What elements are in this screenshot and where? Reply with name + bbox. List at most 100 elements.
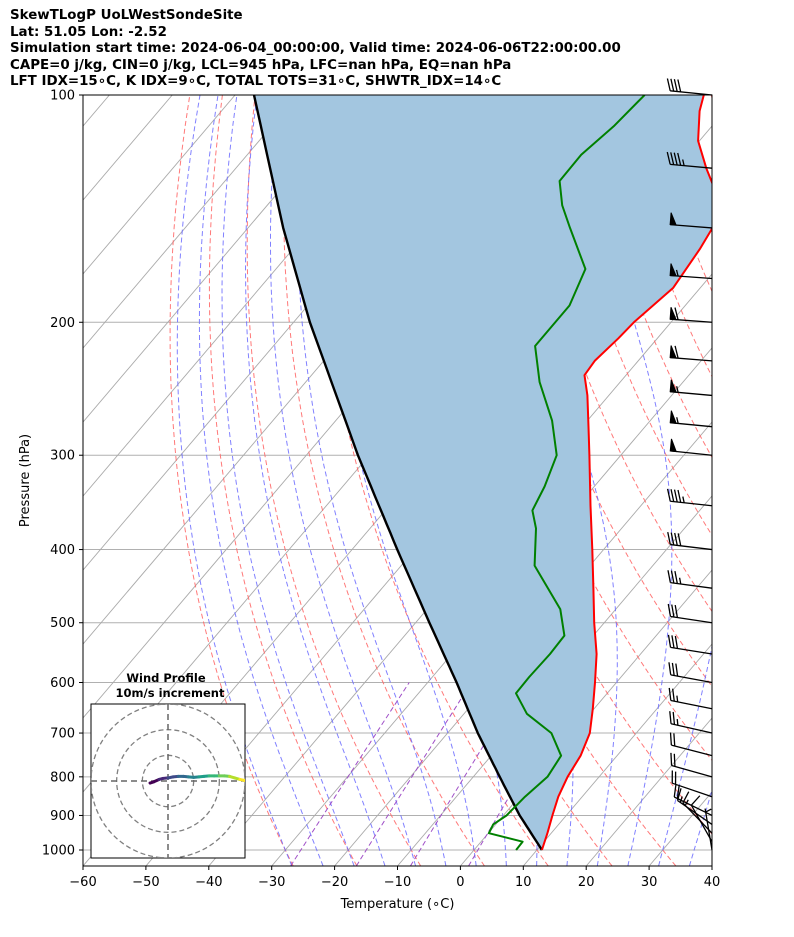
wind-barb xyxy=(666,78,713,96)
barb-full-feather xyxy=(666,78,671,91)
y-tick-label: 600 xyxy=(50,676,75,691)
wind-barb xyxy=(667,570,713,589)
wind-barb xyxy=(669,263,713,280)
barb-full-feather xyxy=(670,78,675,92)
isotherm-line xyxy=(334,421,712,866)
x-tick-label: 0 xyxy=(456,875,464,890)
x-axis-label: Temperature (∘C) xyxy=(340,897,455,912)
wind-barb xyxy=(667,532,713,551)
dry-adiabat-line xyxy=(710,95,712,100)
cin-shaded-area xyxy=(254,95,712,850)
dry-adiabat-line xyxy=(283,95,485,866)
barb-full-feather xyxy=(677,152,682,166)
wind-barb xyxy=(669,379,713,397)
wind-barb xyxy=(668,687,713,710)
hodograph-title: Wind Profile xyxy=(126,671,206,685)
x-tick-label: 10 xyxy=(515,875,532,890)
dry-adiabat-line xyxy=(776,95,794,866)
barb-full-feather xyxy=(674,532,678,546)
dry-adiabat-line xyxy=(744,95,794,866)
dewpoint-profile-line xyxy=(487,95,646,851)
dry-adiabat-line xyxy=(482,95,712,688)
barb-full-feather xyxy=(671,604,675,618)
barb-full-feather xyxy=(674,345,679,359)
barb-full-feather xyxy=(674,307,679,320)
wind-barb xyxy=(669,711,713,734)
barb-half-feather xyxy=(676,695,679,702)
barb-half-feather xyxy=(705,808,712,813)
barb-half-feather xyxy=(682,496,685,503)
wind-barb xyxy=(690,795,713,843)
wind-barb xyxy=(671,770,713,798)
barb-full-feather xyxy=(672,688,675,702)
axes: −60 −50 −40 −30 −20 −10 0 10 20 30 40 100 200 300 400 5… xyxy=(42,89,720,891)
barb-half-feather xyxy=(679,796,683,803)
wind-barb xyxy=(667,603,713,624)
x-tick-label: −10 xyxy=(384,875,411,890)
barb-full-feather xyxy=(671,662,675,676)
barb-full-feather xyxy=(666,151,671,165)
barb-full-feather xyxy=(674,635,679,649)
wind-barb xyxy=(673,784,713,817)
barb-flag xyxy=(669,438,677,453)
barb-flag xyxy=(669,345,677,359)
x-tick-label: −40 xyxy=(195,875,222,890)
chart-title: SkewTLogP UoLWestSondeSite xyxy=(10,8,243,23)
dry-adiabat-line xyxy=(515,95,712,613)
hodograph-plot xyxy=(91,704,245,858)
moist-adiabat-line xyxy=(658,95,712,866)
moist-adiabat-line xyxy=(580,95,673,866)
x-tick-label: 40 xyxy=(704,875,721,890)
wind-barb xyxy=(669,345,713,362)
barb-full-feather xyxy=(673,784,677,798)
mixing-ratio-line xyxy=(355,682,472,866)
x-tick-label: −20 xyxy=(321,875,348,890)
barb-full-feather xyxy=(669,732,672,746)
y-tick-label: 200 xyxy=(50,316,75,331)
y-tick-label: 800 xyxy=(50,770,75,785)
barb-full-feather xyxy=(670,532,675,546)
barb-staff xyxy=(670,581,713,589)
barb-staff xyxy=(690,804,713,843)
barb-staff xyxy=(670,318,713,323)
y-tick-label: 400 xyxy=(50,543,75,558)
barb-full-feather xyxy=(671,635,675,648)
barb-half-feather xyxy=(682,159,685,166)
wind-barb xyxy=(666,151,713,169)
y-tick-label: 900 xyxy=(50,809,75,824)
barb-full-feather xyxy=(667,603,672,617)
barb-full-feather xyxy=(677,533,682,546)
barb-full-feather xyxy=(674,571,678,584)
isotherm-line xyxy=(83,95,299,349)
barb-full-feather xyxy=(677,79,682,93)
wind-barb xyxy=(667,634,713,655)
barb-full-feather xyxy=(676,785,680,799)
barb-full-feather xyxy=(672,711,676,725)
wind-barb xyxy=(670,752,713,778)
moist-adiabat-line xyxy=(198,95,324,866)
x-tick-label: 20 xyxy=(578,875,595,890)
x-tick-label: 30 xyxy=(641,875,658,890)
barb-flag xyxy=(669,379,677,393)
barb-staff xyxy=(670,223,713,229)
y-axis-label: Pressure (hPa) xyxy=(18,434,33,527)
barb-half-feather xyxy=(678,577,682,585)
barb-staff xyxy=(672,782,713,798)
wind-barb xyxy=(669,438,713,456)
y-tick-label: 500 xyxy=(50,616,75,631)
index-line: LFT IDX=15∘C, K IDX=9∘C, TOTAL TOTS=31∘C… xyxy=(10,74,502,89)
wind-barbs xyxy=(666,78,713,851)
barb-flag xyxy=(669,212,677,226)
wind-barb xyxy=(666,488,713,507)
barb-staff xyxy=(670,699,713,710)
temperature-profile-line xyxy=(540,95,712,851)
parcel-profile-line xyxy=(252,95,543,851)
barb-flag xyxy=(669,410,677,424)
isotherm-line xyxy=(83,95,236,275)
barb-full-feather xyxy=(668,687,672,701)
barb-full-feather xyxy=(667,532,671,545)
barb-half-feather xyxy=(676,386,679,393)
dry-adiabat-line xyxy=(208,95,358,866)
moist-adiabat-line xyxy=(720,95,794,866)
barb-full-feather xyxy=(673,79,678,92)
